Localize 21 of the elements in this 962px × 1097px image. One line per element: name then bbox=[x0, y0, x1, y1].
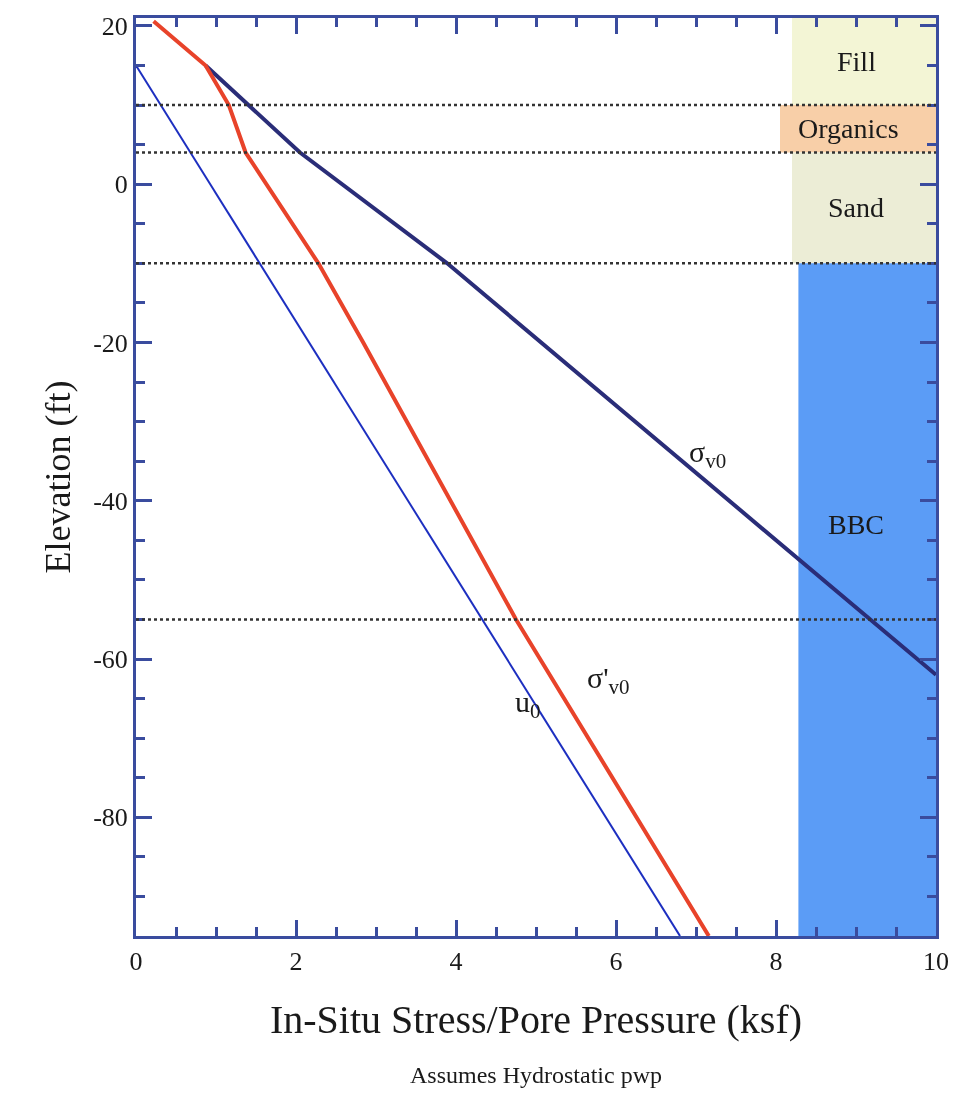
text: Assumes Hydrostatic pwp bbox=[410, 1062, 662, 1088]
y-tick-label: -60 bbox=[93, 645, 128, 675]
annotation: σ$_{v0}$ bbox=[689, 435, 727, 474]
x-tick-label: 10 bbox=[923, 947, 949, 977]
x-tick-label: 2 bbox=[289, 947, 303, 977]
band-label: Organics bbox=[798, 113, 899, 144]
x-tick-label: 8 bbox=[769, 947, 783, 977]
y-tick-label: -20 bbox=[93, 328, 128, 358]
band-label: BBC bbox=[828, 509, 885, 540]
x-axis-title: In-Situ Stress/Pore Pressure (ksf) bbox=[269, 996, 803, 1042]
y-tick-label: 0 bbox=[114, 170, 128, 200]
y-tick-label: -40 bbox=[93, 486, 128, 516]
x-tick-label: 6 bbox=[609, 947, 623, 977]
band-label: Fill bbox=[837, 46, 877, 77]
y-axis-title: Elevation (ft) bbox=[38, 380, 79, 574]
annotation: σ'$_{v0}$ bbox=[587, 661, 630, 700]
y-tick-label: 20 bbox=[101, 12, 128, 42]
y-tick-label: -80 bbox=[93, 803, 128, 833]
annotation: u$_{0}$ bbox=[515, 685, 541, 724]
x-tick-label: 4 bbox=[449, 947, 463, 977]
band-label: Sand bbox=[828, 192, 884, 223]
